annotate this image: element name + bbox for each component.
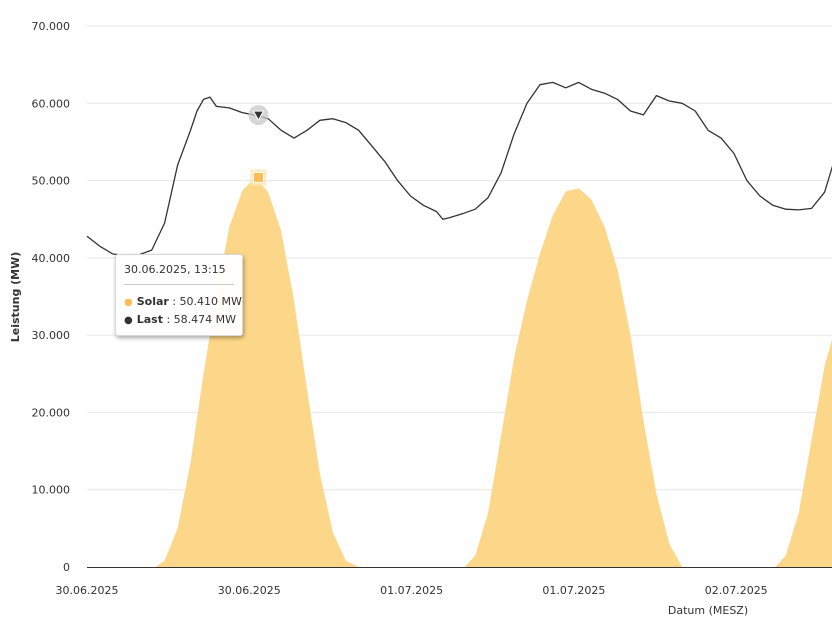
solar-dot-icon: ● [124,297,133,308]
y-axis-title: Leistung (MW) [9,252,22,343]
series-last-line[interactable] [86,77,832,257]
y-axis-ticks: 0 10.000 20.000 30.000 40.000 50.000 60.000 70.… [32,20,71,574]
y-tick-label: 60.000 [32,97,71,110]
tooltip: 30.06.2025, 13:15 ● Solar : 50.410 MW ● La… [115,254,243,336]
y-tick-label: 20.000 [32,406,71,419]
x-tick-label: 30.06.2025 [218,584,281,597]
tooltip-solar-label: Solar [136,295,169,308]
tooltip-row-last: ● Last : 58.474 MW [124,311,237,329]
solar-marker [252,171,264,183]
series-solar-area[interactable] [87,177,832,568]
x-tick-label: 02.07.2025 [705,584,768,597]
y-tick-label: 0 [63,561,70,574]
y-tick-label: 70.000 [32,20,71,33]
tooltip-solar-value: : 50.410 MW [172,295,242,308]
hover-markers [248,105,269,186]
y-tick-label: 10.000 [32,484,71,497]
y-tick-label: 40.000 [32,252,71,265]
tooltip-date: 30.06.2025, 13:15 [124,263,234,285]
x-axis-title: Datum (MESZ) [668,604,748,617]
y-tick-label: 50.000 [32,175,71,188]
x-tick-label: 01.07.2025 [380,584,443,597]
last-marker [252,110,265,122]
tooltip-last-label: Last [136,313,163,326]
last-dot-icon: ● [124,315,133,326]
tooltip-row-solar: ● Solar : 50.410 MW [124,293,242,311]
x-tick-label: 30.06.2025 [56,584,119,597]
tooltip-last-value: : 58.474 MW [166,313,237,326]
x-tick-label: 01.07.2025 [542,584,605,597]
x-axis-ticks: 30.06.2025 30.06.2025 01.07.2025 01.07.2025… [56,584,768,597]
y-tick-label: 30.000 [32,329,71,342]
